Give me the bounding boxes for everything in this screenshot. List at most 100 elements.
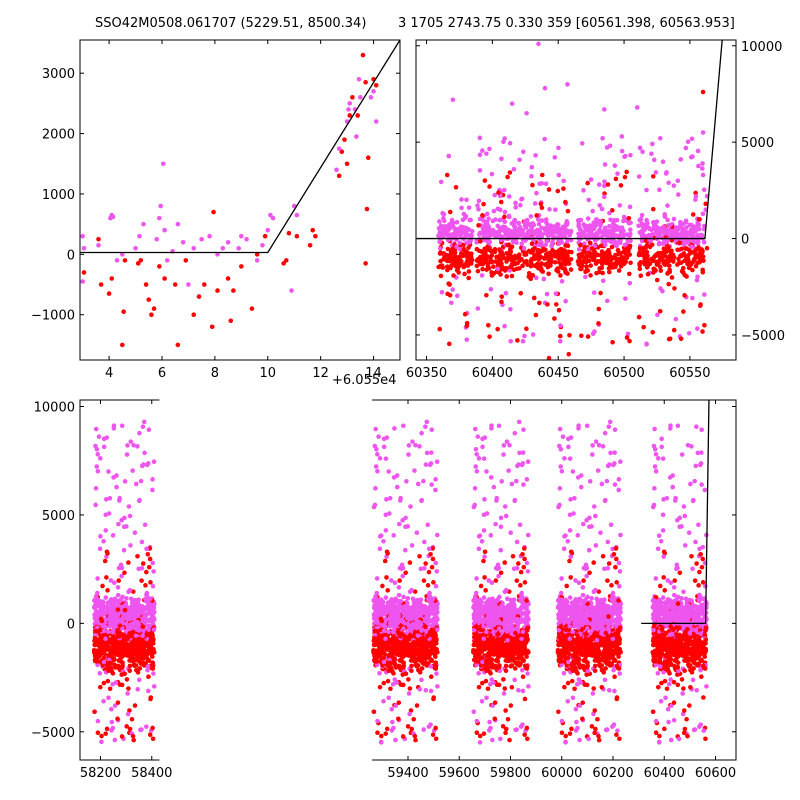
red-point xyxy=(176,343,181,348)
magenta-point xyxy=(602,179,607,184)
magenta-point xyxy=(439,223,444,228)
magenta-point xyxy=(415,530,420,535)
red-point xyxy=(528,250,533,255)
red-point xyxy=(146,650,151,655)
red-point xyxy=(162,276,167,281)
red-point xyxy=(399,682,404,687)
red-point xyxy=(502,686,507,691)
red-point xyxy=(689,262,694,267)
magenta-point xyxy=(597,203,602,208)
red-point xyxy=(406,677,411,682)
magenta-point xyxy=(80,279,85,284)
magenta-point xyxy=(116,522,121,527)
red-point xyxy=(626,245,631,250)
magenta-point xyxy=(684,146,689,151)
red-point xyxy=(488,671,493,676)
magenta-point xyxy=(419,431,424,436)
magenta-point xyxy=(449,233,454,238)
magenta-point xyxy=(548,229,553,234)
red-point xyxy=(467,269,472,274)
red-point xyxy=(566,209,571,214)
tr-ytick-label: −5000 xyxy=(741,329,785,344)
red-point xyxy=(483,549,488,554)
red-point xyxy=(628,260,633,265)
magenta-point xyxy=(424,420,429,425)
red-point xyxy=(118,642,123,647)
red-point xyxy=(119,672,124,677)
magenta-point xyxy=(552,224,557,229)
magenta-point xyxy=(689,244,694,249)
magenta-point xyxy=(334,168,339,173)
red-point xyxy=(396,700,401,705)
magenta-point xyxy=(519,242,524,247)
red-point xyxy=(587,253,592,258)
magenta-point xyxy=(639,233,644,238)
red-point xyxy=(543,247,548,252)
magenta-point xyxy=(96,243,101,248)
red-point xyxy=(104,575,109,580)
magenta-point xyxy=(346,107,351,112)
magenta-point xyxy=(507,215,512,220)
magenta-point xyxy=(478,136,483,141)
magenta-point xyxy=(430,609,435,614)
magenta-point xyxy=(537,242,542,247)
magenta-point xyxy=(600,136,605,141)
magenta-point xyxy=(120,423,125,428)
magenta-point xyxy=(441,216,446,221)
magenta-point xyxy=(586,198,591,203)
red-point xyxy=(645,264,650,269)
red-point xyxy=(231,288,236,293)
magenta-point xyxy=(120,618,125,623)
red-point xyxy=(430,628,435,633)
magenta-point xyxy=(536,42,541,47)
magenta-point xyxy=(372,598,377,603)
magenta-point xyxy=(389,707,394,712)
magenta-point xyxy=(496,206,501,211)
magenta-point xyxy=(354,134,359,139)
red-point xyxy=(496,190,501,195)
magenta-point xyxy=(508,530,513,535)
red-point xyxy=(462,272,467,277)
magenta-point xyxy=(527,222,532,227)
red-point xyxy=(102,681,107,686)
magenta-point xyxy=(620,134,625,139)
magenta-point xyxy=(674,225,679,230)
magenta-point xyxy=(623,296,628,301)
magenta-point xyxy=(400,605,405,610)
magenta-point xyxy=(702,292,707,297)
magenta-point xyxy=(686,139,691,144)
magenta-point xyxy=(646,225,651,230)
magenta-point xyxy=(389,623,394,628)
red-point xyxy=(361,53,366,58)
magenta-point xyxy=(413,622,418,627)
magenta-point xyxy=(613,163,618,168)
red-point xyxy=(116,578,121,583)
red-point xyxy=(415,658,420,663)
red-point xyxy=(569,267,574,272)
red-point xyxy=(486,323,491,328)
red-point xyxy=(120,343,125,348)
red-point xyxy=(263,234,268,239)
magenta-point xyxy=(111,628,116,633)
red-point xyxy=(423,625,428,630)
top-left-axes-frame xyxy=(80,40,400,360)
red-point xyxy=(295,234,300,239)
red-point xyxy=(602,255,607,260)
magenta-point xyxy=(135,627,140,632)
magenta-point xyxy=(676,192,681,197)
magenta-point xyxy=(440,290,445,295)
magenta-point xyxy=(523,220,528,225)
red-point xyxy=(139,654,144,659)
magenta-point xyxy=(519,724,524,729)
magenta-point xyxy=(481,231,486,236)
red-point xyxy=(434,736,439,741)
red-point xyxy=(624,253,629,258)
magenta-point xyxy=(590,227,595,232)
red-point xyxy=(424,649,429,654)
red-point xyxy=(499,200,504,205)
red-point xyxy=(438,250,443,255)
red-point xyxy=(150,726,155,731)
magenta-point xyxy=(265,228,270,233)
red-point xyxy=(375,730,380,735)
